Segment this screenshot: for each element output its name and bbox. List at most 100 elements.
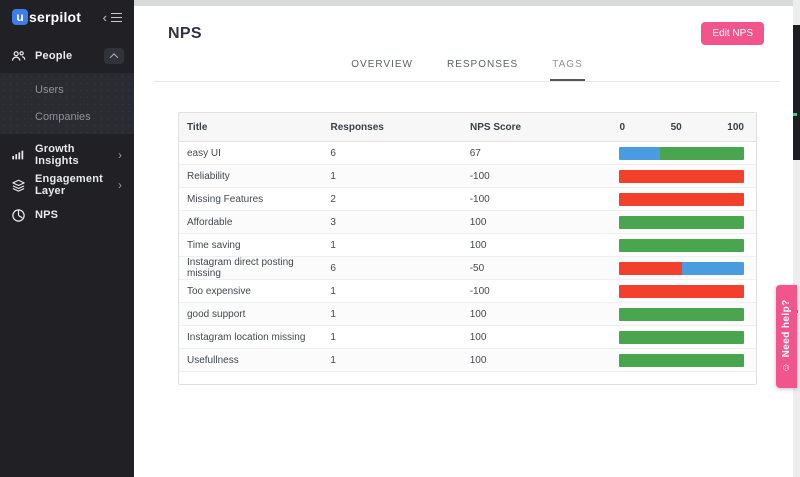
nps-distribution-bar <box>619 284 745 298</box>
submenu-item-label: Users <box>35 83 64 96</box>
nps-distribution-bar <box>619 307 745 321</box>
table-row[interactable]: Missing Features 2 -100 <box>179 188 756 211</box>
tag-title: Time saving <box>187 239 241 251</box>
tag-title: Too expensive <box>187 285 251 297</box>
table-row[interactable]: good support 1 100 <box>179 303 756 326</box>
tag-responses: 1 <box>330 354 336 366</box>
tag-nps-score: 67 <box>469 147 481 159</box>
window-top-strip <box>134 0 800 6</box>
table-row[interactable]: Affordable 3 100 <box>179 211 756 234</box>
tag-title: Instagram location missing <box>187 331 306 343</box>
tag-responses: 1 <box>330 308 336 320</box>
tag-nps-score: 100 <box>469 216 487 228</box>
main-content: NPS Edit NPS OVERVIEW RESPONSES TAGS Tit… <box>134 0 800 477</box>
bar-segment-detractor <box>619 169 745 183</box>
bar-segment-promoter <box>619 238 745 252</box>
scale-tick-100: 100 <box>727 121 744 133</box>
collapse-section-button[interactable] <box>104 48 124 64</box>
table-header-row: Title Responses NPS Score 0 50 100 <box>179 113 756 142</box>
need-help-label: Need help? <box>781 299 792 358</box>
tag-nps-score: 100 <box>469 354 487 366</box>
table-row[interactable]: Too expensive 1 -100 <box>179 280 756 303</box>
sidebar-item-people[interactable]: People <box>0 41 134 71</box>
tag-title: Reliability <box>187 170 230 182</box>
table-row[interactable]: easy UI 6 67 <box>179 142 756 165</box>
page-header: NPS Edit NPS <box>134 6 800 45</box>
tag-title: Affordable <box>187 216 233 228</box>
column-header-title: Title <box>187 121 208 133</box>
bar-segment-promoter <box>660 146 745 160</box>
nps-distribution-bar <box>619 169 745 183</box>
sidebar-item-engagement-layer[interactable]: Engagement Layer › <box>0 170 134 200</box>
tag-responses: 1 <box>330 239 336 251</box>
bar-scale-header: 0 50 100 <box>619 122 744 133</box>
people-icon <box>10 48 26 64</box>
tag-title: easy UI <box>187 147 221 159</box>
tag-responses: 6 <box>330 262 336 274</box>
tab-responses[interactable]: RESPONSES <box>446 59 519 70</box>
column-header-responses: Responses <box>330 121 384 133</box>
right-edge-dark-fragment <box>793 25 800 160</box>
sidebar-item-nps[interactable]: NPS <box>0 200 134 230</box>
sidebar-item-companies[interactable]: Companies <box>0 103 134 130</box>
nps-distribution-bar <box>619 353 745 367</box>
need-help-button[interactable]: ☺ Need help? <box>776 285 797 388</box>
table-row[interactable]: Instagram location missing 1 100 <box>179 326 756 349</box>
tag-title: good support <box>187 308 246 320</box>
layers-icon <box>10 177 26 193</box>
sidebar-item-label: Engagement Layer <box>35 173 104 197</box>
bar-segment-passive <box>681 261 745 275</box>
bar-segment-promoter <box>619 307 745 321</box>
right-edge-artifact <box>793 0 800 477</box>
sidebar-header: u serpilot ‹ <box>0 0 134 33</box>
userpilot-logo[interactable]: u serpilot <box>12 9 81 25</box>
tag-title: Missing Features <box>187 193 264 205</box>
table-row[interactable]: Time saving 1 100 <box>179 234 756 257</box>
sidebar-collapse-button[interactable]: ‹ <box>103 11 122 24</box>
gauge-icon <box>10 207 26 223</box>
bar-segment-detractor <box>619 192 745 206</box>
chevron-up-icon <box>109 53 119 62</box>
tag-nps-score: 100 <box>469 331 487 343</box>
nps-distribution-bar <box>619 146 745 160</box>
tag-title: Usefullness <box>187 354 239 366</box>
tag-nps-score: -100 <box>469 170 490 182</box>
bar-segment-promoter <box>619 330 745 344</box>
sidebar-item-users[interactable]: Users <box>0 76 134 103</box>
right-edge-speck <box>793 113 797 116</box>
nps-distribution-bar <box>619 261 745 275</box>
bar-chart-icon <box>10 147 26 163</box>
tag-nps-score: 100 <box>469 308 487 320</box>
logo-u-badge: u <box>12 9 28 25</box>
sidebar: u serpilot ‹ People <box>0 0 134 477</box>
tag-responses: 1 <box>330 331 336 343</box>
submenu-item-label: Companies <box>35 110 91 123</box>
tag-responses: 1 <box>330 285 336 297</box>
scale-tick-50: 50 <box>670 121 682 133</box>
bar-segment-detractor <box>619 284 745 298</box>
table-row[interactable]: Reliability 1 -100 <box>179 165 756 188</box>
chevron-left-icon: ‹ <box>102 9 107 25</box>
bar-segment-promoter <box>619 215 745 229</box>
scale-tick-0: 0 <box>619 121 626 133</box>
tags-table: Title Responses NPS Score 0 50 100 easy … <box>178 112 757 385</box>
edit-nps-button[interactable]: Edit NPS <box>701 22 764 45</box>
logo-text: serpilot <box>29 9 82 25</box>
sidebar-item-growth-insights[interactable]: Growth Insights › <box>0 140 134 170</box>
tag-nps-score: 100 <box>469 239 487 251</box>
tag-nps-score: -100 <box>469 285 490 297</box>
smiley-icon: ☺ <box>780 362 793 374</box>
page-title: NPS <box>168 24 202 42</box>
tab-bar: OVERVIEW RESPONSES TAGS <box>154 51 780 82</box>
column-header-nps-score: NPS Score <box>469 121 522 133</box>
people-submenu: Users Companies <box>0 73 134 134</box>
table-footer-spacer <box>179 372 756 384</box>
tag-nps-score: -100 <box>469 193 490 205</box>
table-row[interactable]: Instagram direct posting missing 6 -50 <box>179 257 756 280</box>
table-row[interactable]: Usefullness 1 100 <box>179 349 756 372</box>
tab-tags[interactable]: TAGS <box>550 51 585 81</box>
tag-responses: 2 <box>330 193 336 205</box>
tab-overview[interactable]: OVERVIEW <box>351 59 413 70</box>
tag-title: Instagram direct posting missing <box>187 257 294 279</box>
